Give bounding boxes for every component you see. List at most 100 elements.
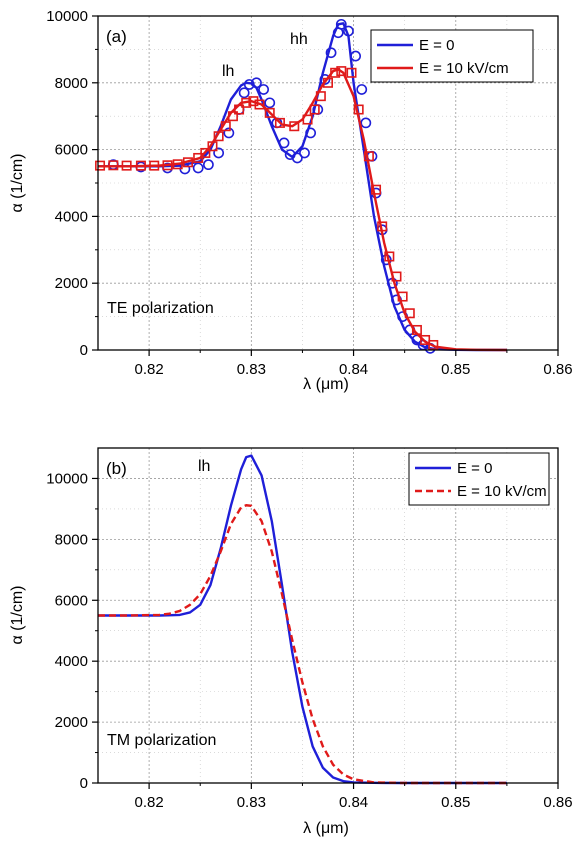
data-point-square: [241, 97, 252, 108]
grid-b: [98, 448, 558, 783]
legend-entry-e0-b: E = 0: [457, 460, 492, 477]
data-point-square: [384, 251, 395, 262]
data-point-square: [172, 159, 183, 170]
data-point-square: [121, 160, 132, 171]
data-point-square: [371, 184, 382, 195]
data-point-square: [193, 152, 204, 163]
data-point-square: [264, 107, 275, 118]
data-point-circle: [350, 50, 361, 62]
data-point-square: [200, 147, 211, 158]
y-tick-label: 2000: [55, 275, 88, 292]
data-point-square: [309, 104, 320, 115]
polarization-label-a: TE polarization: [107, 300, 214, 317]
panel-label-a: (a): [106, 27, 127, 46]
x-tick-label: 0.82: [135, 361, 164, 378]
data-point-circle: [278, 137, 290, 149]
data-point-square: [315, 91, 326, 102]
data-point-square: [213, 131, 224, 142]
series-line-0: [98, 454, 507, 785]
data-point-circle: [360, 117, 372, 129]
y-tick-label: 6000: [55, 142, 88, 159]
legend-box-b: [408, 452, 550, 506]
annotation-lh-a: lh: [222, 63, 234, 80]
chart-a: 0.82 0.83 0.84 0.85 0.86 0 2000 4000 6000 8000 100…: [9, 8, 573, 393]
y-tick-label: 0: [80, 775, 88, 792]
polarization-label-b: TM polarization: [107, 732, 216, 749]
y-tick-label: 8000: [55, 75, 88, 92]
data-point-square: [207, 141, 218, 152]
x-axis-label-a: λ (μm): [303, 376, 349, 393]
data-point-square: [322, 77, 333, 88]
data-point-square: [108, 160, 119, 171]
legend-entry-e10-a: E = 10 kV/cm: [419, 60, 509, 77]
data-point-circle: [299, 147, 310, 159]
data-point-square: [404, 308, 415, 319]
ticks-b: 0.82 0.83 0.84 0.85 0.86 0 2000 4000 6000 8000 100…: [46, 470, 572, 811]
x-tick-label: 0.84: [339, 361, 368, 378]
x-tick-label: 0.83: [237, 794, 266, 811]
y-axis-label-a: α (1/cm): [9, 153, 26, 212]
y-tick-label: 4000: [55, 653, 88, 670]
x-axis-label-b: λ (μm): [303, 820, 349, 837]
data-point-square: [95, 160, 106, 171]
legend-b: E = 0 E = 10 kV/cm: [408, 452, 550, 506]
grid-a: [98, 16, 558, 350]
data-point-circle: [343, 25, 354, 37]
data-point-square: [227, 111, 238, 122]
data-point-circle: [305, 127, 317, 139]
data-point-square: [397, 291, 408, 302]
data-point-square: [234, 104, 245, 115]
data-point-circle: [192, 162, 204, 174]
data-point-circle: [291, 152, 303, 164]
data-point-square: [149, 160, 160, 171]
data-point-square: [135, 160, 146, 171]
data-point-circle: [335, 18, 347, 30]
ticks-a: 0.82 0.83 0.84 0.85 0.86 0 2000 4000 6000 8000 100…: [46, 8, 572, 378]
data-point-circle: [356, 84, 368, 95]
x-tick-label: 0.83: [237, 361, 266, 378]
y-axis-label-b: α (1/cm): [9, 585, 26, 644]
data-point-circle: [258, 84, 269, 95]
data-point-square: [182, 157, 193, 168]
y-tick-label: 4000: [55, 208, 88, 225]
data-point-square: [428, 339, 439, 350]
y-tick-label: 0: [80, 342, 88, 359]
data-point-square: [220, 121, 231, 132]
y-tick-label: 6000: [55, 592, 88, 609]
data-point-square: [289, 121, 300, 132]
data-point-circle: [264, 97, 276, 109]
data-point-square: [391, 271, 402, 282]
legend-box-a: [370, 29, 534, 83]
data-point-circle: [319, 74, 331, 85]
data-point-circle: [213, 147, 225, 159]
x-tick-label: 0.85: [441, 361, 470, 378]
data-point-circle: [238, 87, 250, 99]
legend-entry-e10-b: E = 10 kV/cm: [457, 483, 547, 500]
annotation-lh-b: lh: [198, 458, 210, 475]
data-point-square: [363, 151, 374, 162]
data-point-circle: [243, 79, 255, 90]
data-point-square: [411, 324, 422, 335]
legend-entry-e0-a: E = 0: [419, 37, 454, 54]
x-tick-label: 0.82: [135, 794, 164, 811]
data-point-circle: [223, 127, 235, 139]
x-tick-label: 0.86: [543, 361, 572, 378]
y-tick-label: 2000: [55, 714, 88, 731]
y-tick-label: 10000: [46, 470, 88, 487]
plot-frame-b: [97, 447, 559, 784]
data-point-square: [162, 160, 173, 171]
chart-b: 0.82 0.83 0.84 0.85 0.86 0 2000 4000 6000 8000 100…: [9, 447, 573, 837]
data-point-square: [248, 96, 259, 107]
data-point-square: [330, 67, 341, 78]
series-line-1: [98, 504, 507, 785]
y-tick-label: 8000: [55, 531, 88, 548]
x-tick-label: 0.84: [339, 794, 368, 811]
y-tick-label: 10000: [46, 8, 88, 25]
data-point-square: [336, 66, 347, 77]
data-point-square: [274, 117, 285, 128]
x-tick-label: 0.86: [543, 794, 572, 811]
data-point-circle: [202, 159, 214, 171]
data-point-square: [302, 114, 313, 125]
data-point-square: [346, 67, 357, 78]
